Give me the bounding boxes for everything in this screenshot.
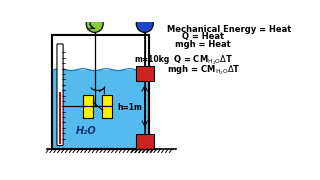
Text: mgh = CM$_{\mathsf{H_2O}}$$\Delta$T: mgh = CM$_{\mathsf{H_2O}}$$\Delta$T [167,63,241,77]
Text: H₂O: H₂O [76,126,96,136]
FancyBboxPatch shape [57,44,63,146]
Text: mgh = Heat: mgh = Heat [175,40,230,49]
Bar [52,35,148,149]
Bar [83,94,93,118]
Bar [53,36,148,70]
Bar [59,92,61,144]
Bar [135,66,154,81]
Text: m=10kg: m=10kg [134,55,169,64]
Bar [102,94,112,118]
Bar [52,35,148,149]
Text: h=1m: h=1m [117,103,142,112]
Circle shape [136,15,153,32]
Text: Mechanical Energy = Heat: Mechanical Energy = Heat [167,25,292,34]
Bar [135,134,154,149]
Circle shape [86,15,103,32]
Text: Q = Heat: Q = Heat [182,32,225,41]
Text: Q = CM$_{\mathsf{H_2O}}$$\Delta$T: Q = CM$_{\mathsf{H_2O}}$$\Delta$T [173,54,233,68]
